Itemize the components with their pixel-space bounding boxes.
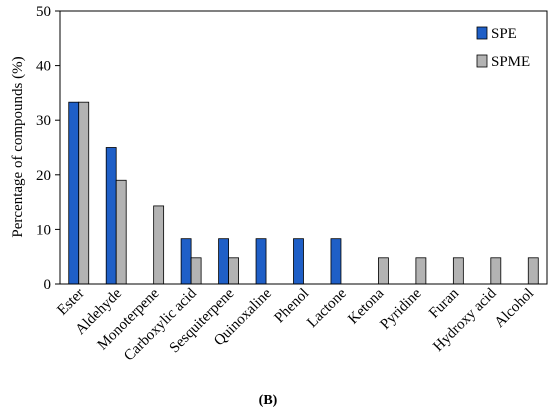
figure-caption: (B) [259,393,278,408]
bar-spme-10 [452,257,464,285]
bar-spe-7 [330,238,342,285]
y-tick-label: 30 [36,113,51,129]
y-tick-label: 0 [44,277,52,293]
legend-label-spe: SPE [491,26,517,42]
x-category-label: Lactone [304,285,350,331]
bar-spme-1 [115,179,127,285]
bar-spme-11 [490,257,502,285]
bar-spme-12 [527,257,539,285]
x-category-label: Pyridine [377,285,424,332]
bar-spe-6 [293,238,304,285]
bar-spe-5 [255,238,267,285]
y-axis-title: Percentage of compounds (%) [10,56,26,237]
bar-spe-4 [218,238,229,285]
legend-swatch-spme [476,54,488,68]
bar-spme-0 [78,101,90,285]
bar-spe-3 [180,238,192,285]
bar-spme-3 [190,257,202,285]
y-tick-label: 40 [36,59,51,75]
legend: SPE SPME [476,26,530,70]
bar-spe-1 [105,147,117,285]
plot-frame [59,10,548,285]
legend-label-spme: SPME [491,54,530,70]
legend-swatch-spe [476,26,488,40]
x-category-label: Ester [54,286,87,319]
bars-layer [68,101,539,285]
y-tick-label: 10 [36,222,51,238]
bar-spme-2 [153,205,165,285]
x-category-label: Alcohol [492,286,537,331]
y-tick-label: 20 [36,168,51,184]
bar-spme-8 [378,257,389,285]
y-axis: 0 10 20 30 40 50 [36,4,60,293]
bar-spe-0 [68,101,80,285]
bar-spme-9 [415,257,427,285]
bar-spme-4 [228,257,239,285]
y-tick-label: 50 [36,4,51,20]
